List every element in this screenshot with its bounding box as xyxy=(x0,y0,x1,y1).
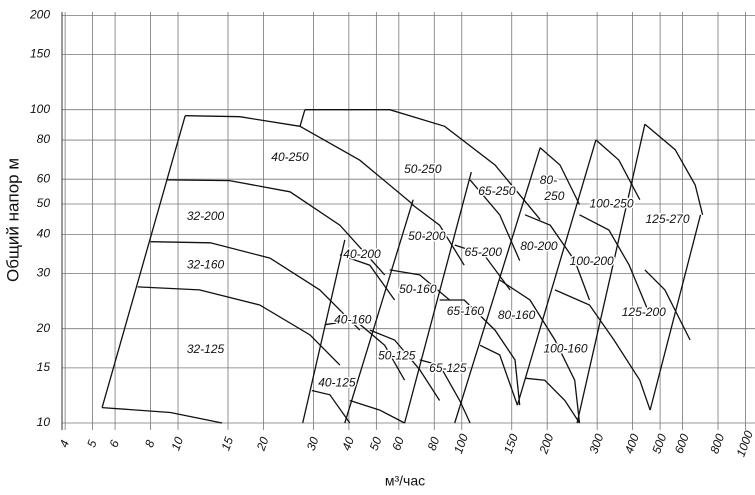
pump-curve xyxy=(595,139,641,201)
y-tick-label: 200 xyxy=(29,8,50,22)
y-tick-label: 80 xyxy=(37,132,51,146)
x-tick-label: 500 xyxy=(649,432,669,456)
x-tick-label: 1000 xyxy=(734,428,755,458)
pump-curve xyxy=(469,179,521,261)
pump-curve xyxy=(344,199,414,424)
pump-curve xyxy=(302,239,346,424)
x-tick-label: 15 xyxy=(218,435,236,453)
pump-curve xyxy=(499,279,581,424)
pump-curve xyxy=(411,204,465,266)
y-axis-label: Общий напор м xyxy=(3,158,22,282)
pump-label: 32-125 xyxy=(187,342,225,356)
x-tick-label: 6 xyxy=(107,438,123,449)
pump-curve xyxy=(389,269,451,301)
pump-curve xyxy=(349,399,405,424)
pump-label: 65-125 xyxy=(429,361,467,375)
pump-curve xyxy=(311,389,351,424)
pump-label: 32-200 xyxy=(187,209,225,223)
pump-label: 40-125 xyxy=(318,375,356,389)
x-tick-label: 5 xyxy=(84,438,100,449)
pump-label: 65-160 xyxy=(447,304,485,318)
pump-label: 100-250 xyxy=(589,197,633,211)
pump-label: 250 xyxy=(543,189,564,203)
pump-curve xyxy=(102,406,223,424)
pump-curve xyxy=(137,286,341,366)
pump-curve xyxy=(454,147,541,424)
pump-curve xyxy=(644,123,704,215)
pump-label: 40-200 xyxy=(343,247,381,261)
y-tick-label: 10 xyxy=(37,415,51,429)
pump-curve xyxy=(439,299,521,406)
pump-curve xyxy=(101,115,186,408)
x-tick-label: 50 xyxy=(367,435,385,453)
y-tick-label: 15 xyxy=(37,360,51,374)
pump-label: 40-160 xyxy=(334,312,372,326)
pump-label: 50-125 xyxy=(378,349,416,363)
pump-curve xyxy=(403,171,472,424)
pump-label: 100-160 xyxy=(543,341,587,355)
pump-label: 65-250 xyxy=(478,184,516,198)
pump-curve xyxy=(150,241,361,331)
x-tick-label: 100 xyxy=(451,432,471,456)
x-tick-label: 60 xyxy=(389,435,407,453)
pump-curve xyxy=(524,214,591,301)
pump-label: 32-160 xyxy=(187,257,225,271)
x-tick-label: 20 xyxy=(253,435,271,454)
pump-label: 80-200 xyxy=(520,239,558,253)
x-tick-label: 80 xyxy=(425,435,443,453)
pump-label: 80-160 xyxy=(498,308,536,322)
x-tick-label: 200 xyxy=(536,432,556,457)
x-tick-label: 10 xyxy=(168,435,186,453)
pump-curve xyxy=(524,377,581,424)
pump-label: 50-160 xyxy=(399,282,437,296)
y-tick-label: 100 xyxy=(30,102,50,116)
x-tick-label: 400 xyxy=(622,432,642,456)
pump-curve xyxy=(649,214,702,411)
pump-curve xyxy=(576,124,646,424)
pump-label: 40-250 xyxy=(271,150,309,164)
x-tick-label: 800 xyxy=(707,432,727,456)
y-tick-label: 150 xyxy=(30,47,50,61)
x-tick-label: 30 xyxy=(304,435,322,453)
x-axis-label: м³/час xyxy=(385,473,425,489)
y-tick-label: 20 xyxy=(36,321,51,335)
x-tick-label: 4 xyxy=(57,438,73,449)
pump-curve xyxy=(166,179,386,276)
pump-curve xyxy=(339,254,396,301)
pump-label: 125-270 xyxy=(645,212,689,226)
y-tick-label: 60 xyxy=(37,171,51,185)
pump-label: 80- xyxy=(540,173,557,187)
pump-curve xyxy=(516,139,597,406)
x-tick-label: 150 xyxy=(501,432,521,456)
pump-curve xyxy=(304,109,541,221)
y-tick-label: 40 xyxy=(37,227,51,241)
pump-curve xyxy=(419,359,471,424)
y-tick-label: 50 xyxy=(37,196,51,210)
pump-label: 65-200 xyxy=(465,245,503,259)
pump-curve xyxy=(369,329,441,401)
y-tick-label: 30 xyxy=(37,266,51,280)
pump-curve xyxy=(644,269,691,341)
pump-curve xyxy=(479,344,519,406)
pump-curve xyxy=(539,147,581,205)
pump-curve xyxy=(454,244,511,291)
pump-label: 125-200 xyxy=(622,305,666,319)
pump-label: 50-250 xyxy=(404,162,442,176)
pump-curve xyxy=(554,289,651,411)
x-tick-label: 40 xyxy=(339,435,357,453)
pump-label: 100-200 xyxy=(570,254,614,268)
pump-curve xyxy=(579,214,649,311)
x-tick-label: 8 xyxy=(142,438,158,449)
pump-curve xyxy=(324,319,406,381)
pump-label: 50-200 xyxy=(408,229,446,243)
x-tick-label: 300 xyxy=(586,432,606,456)
pump-curve xyxy=(299,109,306,127)
x-tick-label: 600 xyxy=(672,432,692,456)
